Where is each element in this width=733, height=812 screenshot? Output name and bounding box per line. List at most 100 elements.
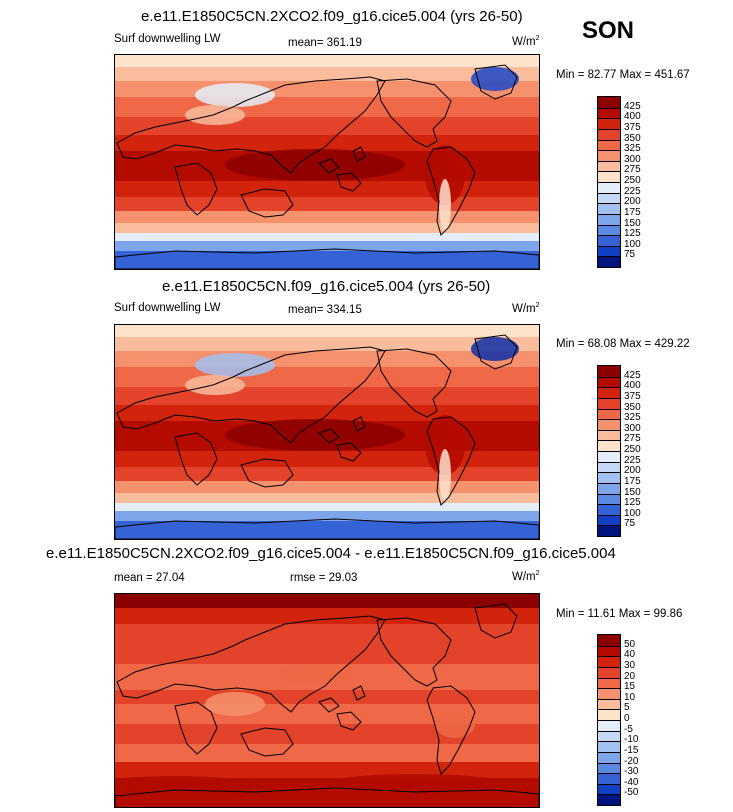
colorbar-box <box>598 245 620 257</box>
colorbar-box <box>598 182 620 193</box>
colorbar-box <box>598 762 620 774</box>
colorbar-box <box>598 387 620 398</box>
colorbar-tick-label: -50 <box>624 787 639 799</box>
panel2-units: W/m2 <box>512 302 540 315</box>
panel2-variable-label: Surf downwelling LW <box>114 302 221 314</box>
colorbar-box <box>598 429 620 441</box>
colorbar-box <box>598 656 620 667</box>
panel3-title: e.e11.E1850C5CN.2XCO2.f09_g16.cice5.004 … <box>46 545 616 562</box>
colorbar-tick-label: -15 <box>624 744 639 756</box>
colorbar-box <box>598 256 620 267</box>
colorbar-box <box>598 751 620 763</box>
colorbar-box <box>598 709 620 720</box>
panel2-mean-label: mean= 334.15 <box>288 304 362 316</box>
colorbar-box <box>598 203 620 214</box>
panel2-minmax: Min = 68.08 Max = 429.22 <box>556 338 690 350</box>
panel1-minmax: Min = 82.77 Max = 451.67 <box>556 69 690 81</box>
colorbar-box <box>598 741 620 752</box>
colorbar-box <box>598 118 620 129</box>
colorbar-tick-label: 250 <box>624 175 641 186</box>
colorbar-box <box>598 366 620 377</box>
colorbar-box <box>598 635 620 646</box>
colorbar-box <box>598 504 620 515</box>
panel1-variable-label: Surf downwelling LW <box>114 33 221 45</box>
panel2-title: e.e11.E1850C5CN.f09_g16.cice5.004 (yrs 2… <box>162 278 491 295</box>
colorbar-box <box>598 720 620 731</box>
colorbar-tick-label: 20 <box>624 670 636 682</box>
panel3-map <box>114 593 540 808</box>
colorbar-tick-label: 40 <box>624 649 636 661</box>
colorbar-tick-label: 350 <box>624 132 641 144</box>
colorbar-box <box>598 97 620 108</box>
colorbar-box <box>598 171 620 182</box>
colorbar-box <box>598 192 620 204</box>
colorbar-box <box>598 160 620 172</box>
colorbar-box <box>598 461 620 473</box>
colorbar-tick-label: 5 <box>624 702 630 714</box>
colorbar-box <box>598 107 620 119</box>
colorbar-box <box>598 397 620 409</box>
panel1-title: e.e11.E1850C5CN.2XCO2.f09_g16.cice5.004 … <box>141 8 523 25</box>
colorbar-box <box>598 408 620 420</box>
colorbar-tick-label: 150 <box>624 486 641 498</box>
colorbar-tick-label: 125 <box>624 228 641 240</box>
colorbar-box <box>598 451 620 462</box>
colorbar-tick-label: 75 <box>624 249 636 261</box>
colorbar-box <box>598 482 620 494</box>
colorbar-tick-label: -5 <box>624 723 633 735</box>
colorbar-tick-label: 400 <box>624 111 641 123</box>
colorbar-tick-label: 150 <box>624 217 641 229</box>
colorbar-tick-label: 175 <box>624 475 641 487</box>
panel1-units: W/m2 <box>512 35 540 48</box>
colorbar-box <box>598 224 620 236</box>
colorbar-tick-label: 325 <box>624 412 641 424</box>
colorbar-box <box>598 235 620 246</box>
panel3-units: W/m2 <box>512 570 540 583</box>
colorbar-tick-label: 0 <box>624 713 630 724</box>
colorbar-tick-label: 15 <box>624 681 636 693</box>
colorbar-box <box>598 773 620 784</box>
panel3-mean-label: mean = 27.04 <box>114 572 185 584</box>
panel2-map <box>114 324 540 540</box>
colorbar-box <box>598 677 620 689</box>
colorbar-box <box>598 376 620 388</box>
colorbar-tick-label: 200 <box>624 465 641 477</box>
colorbar-box <box>598 419 620 430</box>
panel1-mean-label: mean= 361.19 <box>288 37 362 49</box>
colorbar-tick-label: 425 <box>624 369 641 381</box>
colorbar-tick-label: 375 <box>624 121 641 133</box>
colorbar-box <box>598 139 620 151</box>
colorbar-box <box>598 440 620 451</box>
colorbar-tick-label: 250 <box>624 444 641 455</box>
colorbar-tick-label: 400 <box>624 380 641 392</box>
colorbar-box <box>598 514 620 526</box>
colorbar-box <box>598 666 620 678</box>
panel3-minmax: Min = 11.61 Max = 99.86 <box>556 608 683 620</box>
colorbar-box <box>598 128 620 140</box>
colorbar-box <box>598 213 620 225</box>
colorbar-box <box>598 783 620 795</box>
colorbar-tick-label: -30 <box>624 766 639 778</box>
colorbar-box <box>598 730 620 742</box>
colorbar-tick-label: -20 <box>624 755 639 767</box>
colorbar-tick-label: -40 <box>624 776 639 788</box>
colorbar-tick-label: 75 <box>624 518 636 530</box>
colorbar-box <box>598 472 620 483</box>
panel1-colorbar <box>597 96 621 268</box>
colorbar-tick-label: 275 <box>624 164 641 176</box>
colorbar-tick-label: 10 <box>624 691 636 703</box>
colorbar-tick-label: 325 <box>624 143 641 155</box>
colorbar-tick-label: 350 <box>624 401 641 413</box>
colorbar-box <box>598 493 620 505</box>
colorbar-tick-label: 225 <box>624 185 641 197</box>
colorbar-tick-label: 425 <box>624 100 641 112</box>
colorbar-tick-label: 125 <box>624 497 641 509</box>
panel3-colorbar <box>597 634 621 806</box>
colorbar-box <box>598 794 620 805</box>
colorbar-tick-label: 375 <box>624 390 641 402</box>
colorbar-box <box>598 698 620 710</box>
colorbar-box <box>598 150 620 161</box>
colorbar-tick-label: 100 <box>624 238 641 250</box>
colorbar-tick-label: -10 <box>624 734 639 746</box>
colorbar-box <box>598 525 620 536</box>
